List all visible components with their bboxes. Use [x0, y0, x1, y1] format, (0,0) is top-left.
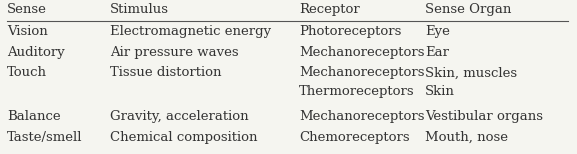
Text: Gravity, acceleration: Gravity, acceleration — [110, 110, 249, 123]
Text: Electromagnetic energy: Electromagnetic energy — [110, 25, 271, 38]
Text: Air pressure waves: Air pressure waves — [110, 46, 239, 59]
Text: Sense Organ: Sense Organ — [425, 3, 511, 16]
Text: Photoreceptors: Photoreceptors — [299, 25, 402, 38]
Text: Thermoreceptors: Thermoreceptors — [299, 85, 415, 98]
Text: Receptor: Receptor — [299, 3, 360, 16]
Text: Skin: Skin — [425, 85, 455, 98]
Text: Chemoreceptors: Chemoreceptors — [299, 131, 410, 144]
Text: Ear: Ear — [425, 46, 449, 59]
Text: Mechanoreceptors: Mechanoreceptors — [299, 110, 425, 123]
Text: Eye: Eye — [425, 25, 450, 38]
Text: Touch: Touch — [7, 66, 47, 79]
Text: Mechanoreceptors: Mechanoreceptors — [299, 46, 425, 59]
Text: Chemical composition: Chemical composition — [110, 131, 258, 144]
Text: Stimulus: Stimulus — [110, 3, 169, 16]
Text: Vestibular organs: Vestibular organs — [425, 110, 543, 123]
Text: Mouth, nose: Mouth, nose — [425, 131, 508, 144]
Text: Auditory: Auditory — [7, 46, 65, 59]
Text: Tissue distortion: Tissue distortion — [110, 66, 222, 79]
Text: Mechanoreceptors: Mechanoreceptors — [299, 66, 425, 79]
Text: Balance: Balance — [7, 110, 61, 123]
Text: Skin, muscles: Skin, muscles — [425, 66, 517, 79]
Text: Vision: Vision — [7, 25, 48, 38]
Text: Taste/smell: Taste/smell — [7, 131, 83, 144]
Text: Sense: Sense — [7, 3, 47, 16]
